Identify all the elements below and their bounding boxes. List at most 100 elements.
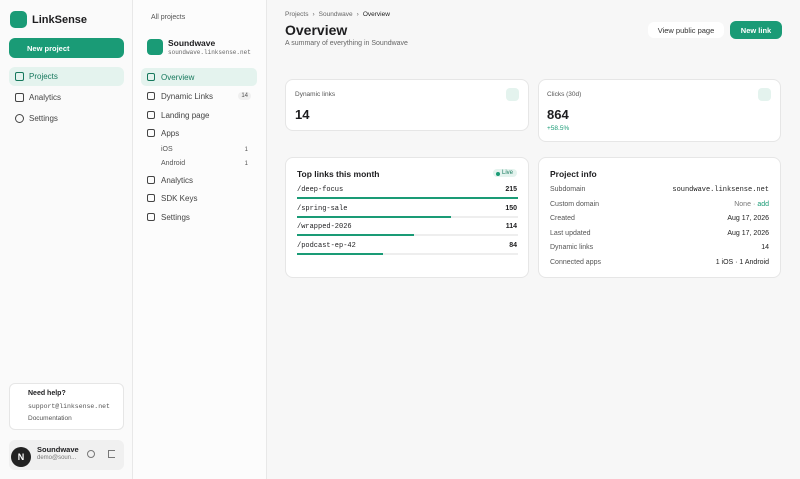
live-badge: Live [492,169,517,177]
logout[interactable] [108,450,115,458]
link-path[interactable]: /deep-focus [297,186,344,194]
item-label: Overview [161,72,195,82]
link-clicks: 114 [505,223,517,231]
project-icon [147,39,163,55]
project-nav-item[interactable]: Settings [141,208,257,226]
info-value: Aug 17, 2026 [727,215,769,222]
stat-icon [758,88,771,101]
avatar: N [11,447,31,467]
project-nav-item[interactable]: SDK Keys [141,189,257,207]
back-link[interactable]: All projects [151,14,186,21]
new-link-button[interactable]: New link [730,21,782,39]
stat-value: 14 [295,107,310,122]
new-project-button[interactable]: New project [9,38,124,58]
item-label: SDK Keys [161,193,198,203]
view-public-button[interactable]: View public page [648,22,724,38]
project-nav-item[interactable]: Apps [141,124,257,142]
info-row: Last updated Aug 17, 2026 [550,230,769,237]
top-links-card: Top links this month Live /deep-focus 215… [285,157,529,278]
info-label: Connected apps [550,258,601,266]
project-name: Soundwave [168,38,216,48]
link-path[interactable]: /wrapped-2026 [297,223,352,232]
nav-item[interactable]: Settings [9,109,124,128]
help-docs[interactable]: Documentation [28,415,72,422]
project-nav-item[interactable]: Android 1 [161,157,257,170]
icon [147,213,155,221]
card-title: Top links this month [297,169,380,179]
icon [147,92,155,100]
sep: › [312,11,315,18]
item-label: Settings [161,212,190,222]
project-nav-item[interactable]: Dynamic Links 14 [141,87,257,105]
crumb[interactable]: Soundwave [318,11,353,18]
item-label: Dynamic Links [161,91,214,101]
project-nav-item[interactable]: iOS 1 [161,143,257,156]
action[interactable]: add [757,200,769,208]
info-label: Dynamic links [550,244,594,251]
nav-item[interactable]: Analytics [9,88,124,107]
user-card[interactable]: N Soundwave demo@soun... [9,440,124,470]
item-badge: 1 [244,146,248,153]
icon [147,176,155,184]
info-row: Custom domain None · add [550,201,769,208]
item-label: iOS [161,146,173,153]
card-title: Project info [550,169,597,179]
info-value: 1 iOS · 1 Android [716,259,769,266]
page-title: Overview [285,22,348,38]
project-nav-item[interactable]: Landing page [141,106,257,124]
stat-value: 864 [547,107,569,122]
info-value: 14 [761,244,769,251]
bar-track [297,253,518,256]
link-path[interactable]: /spring-sale [297,204,348,213]
project-nav-item[interactable]: Overview [141,68,257,86]
value-text: 14 [761,244,769,251]
item-label: Landing page [161,110,210,120]
bar [297,253,384,256]
item-badge: 1 [244,160,248,167]
brand: LinkSense [32,14,88,26]
info-label: Last updated [550,229,591,237]
link-clicks: 215 [505,186,517,193]
sidebar: LinkSense New project Projects Analytics… [0,0,133,479]
bar [297,234,415,237]
page-subtitle: A summary of everything in Soundwave [285,40,408,47]
user-email: demo@soun... [37,455,77,461]
info-value: None · add [734,201,769,208]
nav-label: Settings [29,114,58,123]
info-value: soundwave.linksense.net [672,186,769,194]
info-label: Created [550,215,575,222]
help-email[interactable]: support@linksense.net [28,403,110,410]
user-name: Soundwave [37,445,79,454]
stat-change: +58.5% [547,125,570,132]
logo [10,11,27,28]
project-domain: soundwave.linksense.net [168,49,251,56]
theme-toggle[interactable] [87,450,95,458]
value-text: 1 iOS · 1 Android [715,258,769,266]
crumb[interactable]: Projects [285,11,309,18]
stat-card: Dynamic links 14 [285,79,529,131]
item-label: Analytics [161,175,194,185]
icon [15,114,24,123]
stat-icon [506,88,519,101]
link-path[interactable]: /podcast-ep-42 [297,242,356,251]
item-label: Apps [161,128,180,138]
value-text: soundwave.linksense.net [672,186,769,194]
stat-label: Clicks (30d) [547,91,582,98]
stat-card: Clicks (30d) 864 +58.5% [538,79,781,142]
link-clicks: 150 [505,204,517,212]
nav-label: Projects [29,72,58,81]
project-nav-item[interactable]: Analytics [141,171,257,189]
info-row: Dynamic links 14 [550,244,769,251]
sep: › [356,11,359,18]
nav-item[interactable]: Projects [9,67,124,86]
link-clicks: 84 [509,242,517,250]
info-row: Subdomain soundwave.linksense.net [550,186,769,194]
icon [15,93,24,102]
value-text: Aug 17, 2026 [727,229,769,237]
project-info-card: Project info Subdomain soundwave.linksens… [538,157,781,278]
icon [147,194,155,202]
separator: · [752,200,756,208]
info-row: Created Aug 17, 2026 [550,215,769,222]
bar [297,197,518,199]
